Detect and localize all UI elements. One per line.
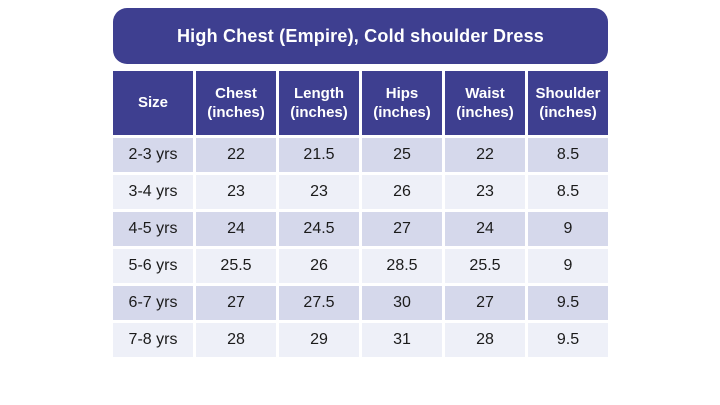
size-chart-table: Size Chest (inches) Length (inches) Hips… — [110, 68, 611, 360]
measurement-cell: 8.5 — [525, 135, 611, 175]
measurement-cell: 24 — [193, 209, 279, 249]
table-row: 7-8 yrs 28 29 31 28 9.5 — [110, 320, 611, 360]
size-cell: 7-8 yrs — [110, 320, 196, 360]
measurement-cell: 25.5 — [193, 246, 279, 286]
measurement-cell: 24.5 — [276, 209, 362, 249]
table-row: 2-3 yrs 22 21.5 25 22 8.5 — [110, 135, 611, 175]
measurement-cell: 24 — [442, 209, 528, 249]
size-cell: 4-5 yrs — [110, 209, 196, 249]
measurement-cell: 9.5 — [525, 320, 611, 360]
size-cell: 6-7 yrs — [110, 283, 196, 323]
measurement-cell: 28.5 — [359, 246, 445, 286]
size-chart-title: High Chest (Empire), Cold shoulder Dress — [176, 25, 545, 46]
measurement-cell: 23 — [193, 172, 279, 212]
measurement-cell: 27.5 — [276, 283, 362, 323]
measurement-cell: 23 — [276, 172, 362, 212]
measurement-cell: 30 — [359, 283, 445, 323]
measurement-cell: 22 — [442, 135, 528, 175]
measurement-cell: 9 — [525, 246, 611, 286]
measurement-cell: 22 — [193, 135, 279, 175]
column-header-length: Length (inches) — [276, 68, 362, 138]
table-row: 5-6 yrs 25.5 26 28.5 25.5 9 — [110, 246, 611, 286]
size-cell: 2-3 yrs — [110, 135, 196, 175]
header-row: Size Chest (inches) Length (inches) Hips… — [110, 68, 611, 138]
column-header-hips: Hips (inches) — [359, 68, 445, 138]
column-header-waist: Waist (inches) — [442, 68, 528, 138]
measurement-cell: 23 — [442, 172, 528, 212]
measurement-cell: 9 — [525, 209, 611, 249]
measurement-cell: 27 — [359, 209, 445, 249]
measurement-cell: 26 — [276, 246, 362, 286]
table-body: 2-3 yrs 22 21.5 25 22 8.5 3-4 yrs 23 23 26 23 8.5 4-… — [110, 135, 611, 360]
measurement-cell: 26 — [359, 172, 445, 212]
table-header: Size Chest (inches) Length (inches) Hips… — [110, 68, 611, 138]
measurement-cell: 28 — [193, 320, 279, 360]
column-header-chest: Chest (inches) — [193, 68, 279, 138]
size-chart-title-banner: High Chest (Empire), Cold shoulder Dress — [113, 8, 608, 64]
measurement-cell: 27 — [193, 283, 279, 323]
table-row: 6-7 yrs 27 27.5 30 27 9.5 — [110, 283, 611, 323]
measurement-cell: 28 — [442, 320, 528, 360]
measurement-cell: 31 — [359, 320, 445, 360]
size-cell: 5-6 yrs — [110, 246, 196, 286]
measurement-cell: 25.5 — [442, 246, 528, 286]
measurement-cell: 27 — [442, 283, 528, 323]
size-cell: 3-4 yrs — [110, 172, 196, 212]
measurement-cell: 9.5 — [525, 283, 611, 323]
column-header-shoulder: Shoulder (inches) — [525, 68, 611, 138]
column-header-size: Size — [110, 68, 196, 138]
measurement-cell: 8.5 — [525, 172, 611, 212]
measurement-cell: 25 — [359, 135, 445, 175]
table-row: 4-5 yrs 24 24.5 27 24 9 — [110, 209, 611, 249]
measurement-cell: 21.5 — [276, 135, 362, 175]
table-row: 3-4 yrs 23 23 26 23 8.5 — [110, 172, 611, 212]
measurement-cell: 29 — [276, 320, 362, 360]
